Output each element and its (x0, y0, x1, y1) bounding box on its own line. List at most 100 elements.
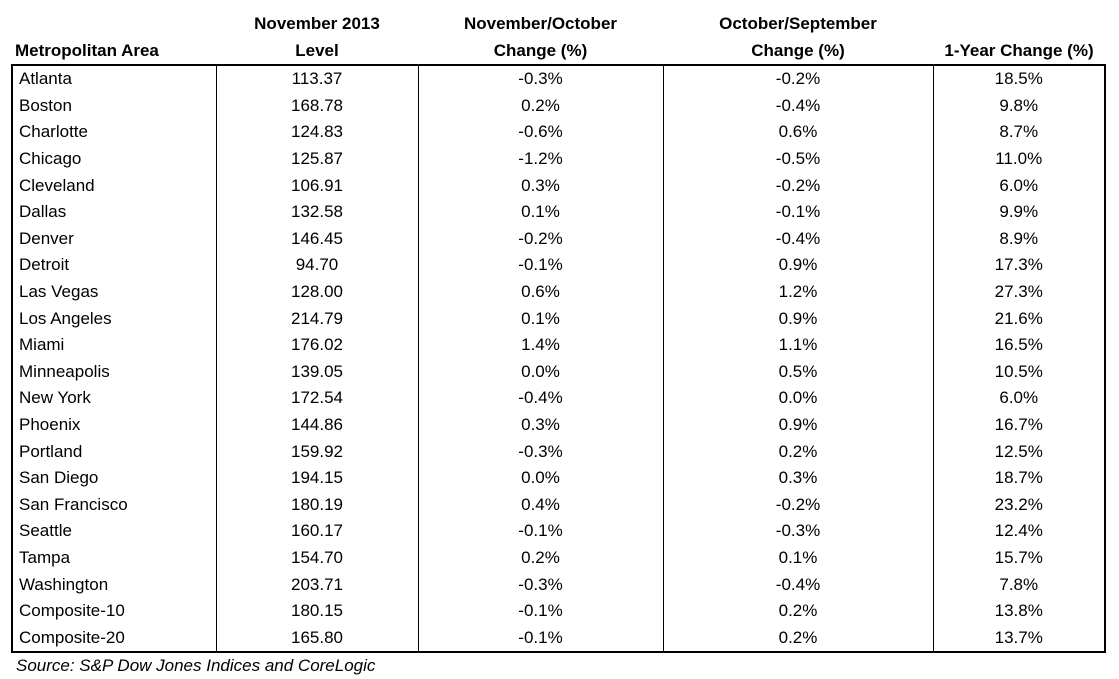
one-year-change-cell: 13.7% (932, 624, 1106, 654)
one-year-change-cell: 27.3% (932, 278, 1106, 306)
table-row: Washington 203.71 -0.3% -0.4% 7.8% (11, 571, 1106, 598)
level-cell: 203.71 (215, 571, 418, 598)
level-cell: 180.19 (215, 491, 418, 519)
table-row: Cleveland 106.91 0.3% -0.2% 6.0% (11, 172, 1106, 199)
table-row: San Diego 194.15 0.0% 0.3% 18.7% (11, 464, 1106, 492)
level-cell: 180.15 (215, 597, 418, 625)
one-year-change-cell: 16.5% (932, 331, 1106, 359)
nov-oct-change-cell: 1.4% (417, 331, 663, 359)
oct-sep-change-cell: 1.1% (662, 331, 933, 359)
table-row: Las Vegas 128.00 0.6% 1.2% 27.3% (11, 278, 1106, 306)
header-row: Metropolitan Area November 2013 Level Novem… (12, 8, 1105, 66)
oct-sep-change-cell: 0.9% (662, 411, 933, 439)
metro-area-cell: New York (11, 385, 216, 412)
oct-sep-change-cell: -0.4% (662, 92, 933, 120)
oct-sep-change-cell: 0.2% (662, 624, 933, 654)
table-row: Atlanta 113.37 -0.3% -0.2% 18.5% (11, 65, 1106, 93)
metro-area-cell: San Diego (11, 464, 216, 492)
metro-area-cell: Composite-10 (11, 597, 216, 625)
table-row: Seattle 160.17 -0.1% -0.3% 12.4% (11, 518, 1106, 545)
column-header-1: November 2013 Level (216, 8, 418, 66)
nov-oct-change-cell: -0.3% (417, 571, 663, 598)
metro-area-cell: Denver (11, 225, 216, 253)
table-row: Los Angeles 214.79 0.1% 0.9% 21.6% (11, 305, 1106, 332)
nov-oct-change-cell: 0.3% (417, 172, 663, 199)
oct-sep-change-cell: -0.5% (662, 145, 933, 173)
level-cell: 113.37 (215, 65, 418, 93)
oct-sep-change-cell: -0.3% (662, 518, 933, 545)
one-year-change-cell: 21.6% (932, 305, 1106, 332)
oct-sep-change-cell: -0.4% (662, 571, 933, 598)
level-cell: 214.79 (215, 305, 418, 332)
one-year-change-cell: 18.5% (932, 65, 1106, 93)
one-year-change-cell: 10.5% (932, 358, 1106, 386)
table-row: New York 172.54 -0.4% 0.0% 6.0% (11, 385, 1106, 412)
oct-sep-change-cell: 1.2% (662, 278, 933, 306)
oct-sep-change-cell: 0.2% (662, 597, 933, 625)
oct-sep-change-cell: -0.2% (662, 65, 933, 93)
metro-area-cell: Portland (11, 438, 216, 465)
metro-area-cell: Miami (11, 331, 216, 359)
level-cell: 144.86 (215, 411, 418, 439)
table-row: Composite-20 165.80 -0.1% 0.2% 13.7% (11, 624, 1106, 654)
nov-oct-change-cell: -0.1% (417, 252, 663, 279)
level-cell: 128.00 (215, 278, 418, 306)
one-year-change-cell: 8.7% (932, 119, 1106, 146)
nov-oct-change-cell: 0.0% (417, 464, 663, 492)
table-row: Detroit 94.70 -0.1% 0.9% 17.3% (11, 252, 1106, 279)
table-row: Portland 159.92 -0.3% 0.2% 12.5% (11, 438, 1106, 465)
metro-area-cell: Atlanta (11, 65, 216, 93)
one-year-change-cell: 18.7% (932, 464, 1106, 492)
one-year-change-cell: 12.4% (932, 518, 1106, 545)
oct-sep-change-cell: -0.2% (662, 491, 933, 519)
level-cell: 125.87 (215, 145, 418, 173)
oct-sep-change-cell: 0.1% (662, 544, 933, 572)
column-header-line1: October/September (719, 14, 877, 33)
one-year-change-cell: 9.9% (932, 198, 1106, 226)
metro-area-cell: Seattle (11, 518, 216, 545)
level-cell: 176.02 (215, 331, 418, 359)
home-price-table: Metropolitan Area November 2013 Level Novem… (11, 8, 1106, 654)
nov-oct-change-cell: -0.4% (417, 385, 663, 412)
level-cell: 160.17 (215, 518, 418, 545)
one-year-change-cell: 7.8% (932, 571, 1106, 598)
metro-area-cell: Cleveland (11, 172, 216, 199)
table-row: Denver 146.45 -0.2% -0.4% 8.9% (11, 225, 1106, 253)
column-header-line2: 1-Year Change (%) (944, 41, 1094, 60)
level-cell: 154.70 (215, 544, 418, 572)
column-header-0: Metropolitan Area (12, 8, 216, 66)
nov-oct-change-cell: -0.1% (417, 597, 663, 625)
nov-oct-change-cell: 0.6% (417, 278, 663, 306)
nov-oct-change-cell: -0.1% (417, 518, 663, 545)
one-year-change-cell: 11.0% (932, 145, 1106, 173)
metro-area-cell: Minneapolis (11, 358, 216, 386)
oct-sep-change-cell: -0.2% (662, 172, 933, 199)
level-cell: 124.83 (215, 119, 418, 146)
one-year-change-cell: 12.5% (932, 438, 1106, 465)
column-header-line1: November/October (463, 14, 618, 33)
nov-oct-change-cell: -0.1% (417, 624, 663, 654)
column-header-line1: November 2013 (254, 14, 380, 33)
table-row: Composite-10 180.15 -0.1% 0.2% 13.8% (11, 597, 1106, 625)
level-cell: 132.58 (215, 198, 418, 226)
level-cell: 94.70 (215, 252, 418, 279)
level-cell: 194.15 (215, 464, 418, 492)
table-header: Metropolitan Area November 2013 Level Novem… (12, 8, 1105, 66)
metro-area-cell: Las Vegas (11, 278, 216, 306)
oct-sep-change-cell: 0.2% (662, 438, 933, 465)
nov-oct-change-cell: -0.3% (417, 65, 663, 93)
table-row: Chicago 125.87 -1.2% -0.5% 11.0% (11, 145, 1106, 173)
oct-sep-change-cell: -0.1% (662, 198, 933, 226)
nov-oct-change-cell: -0.6% (417, 119, 663, 146)
level-cell: 168.78 (215, 92, 418, 120)
metro-area-cell: Composite-20 (11, 624, 216, 654)
column-header-3: October/September Change (%) (663, 8, 933, 66)
nov-oct-change-cell: 0.2% (417, 92, 663, 120)
table-row: San Francisco 180.19 0.4% -0.2% 23.2% (11, 491, 1106, 519)
metro-area-cell: Tampa (11, 544, 216, 572)
level-cell: 165.80 (215, 624, 418, 654)
column-header-line2: Metropolitan Area (15, 41, 159, 60)
column-header-line2: Change (%) (751, 41, 845, 60)
source-note: Source: S&P Dow Jones Indices and CoreLo… (16, 656, 376, 675)
one-year-change-cell: 16.7% (932, 411, 1106, 439)
